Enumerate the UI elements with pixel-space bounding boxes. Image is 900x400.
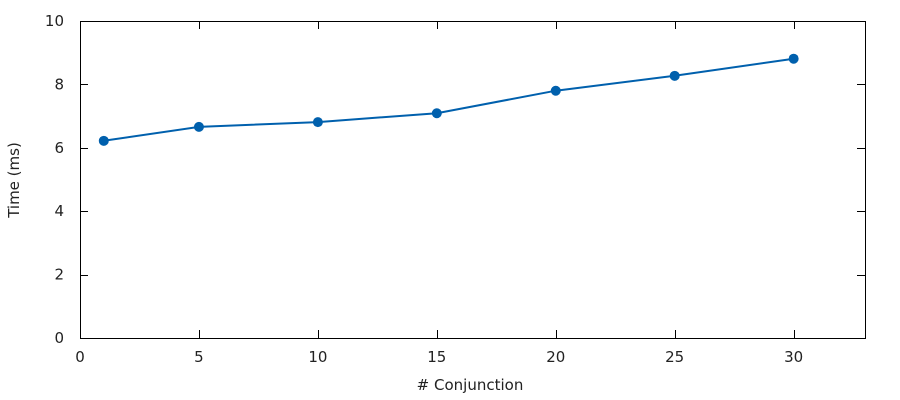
data-point	[550, 85, 561, 96]
series-layer	[98, 53, 799, 146]
y-tick-label: 0	[54, 329, 64, 347]
y-axis-title: Time (ms)	[5, 142, 23, 219]
y-tick-label: 8	[54, 75, 64, 93]
x-tick-label: 20	[546, 348, 565, 366]
x-tick-label: 0	[75, 348, 85, 366]
y-axis: 0 2 4 6 8 10	[45, 12, 865, 347]
data-point	[193, 121, 204, 132]
data-point	[788, 53, 799, 64]
data-point	[669, 70, 680, 81]
y-tick-label: 6	[54, 139, 64, 157]
data-point	[98, 135, 109, 146]
x-tick-label: 30	[784, 348, 803, 366]
y-tick-label: 4	[54, 202, 64, 220]
x-tick-label: 25	[665, 348, 684, 366]
x-tick-label: 5	[194, 348, 204, 366]
series-line	[103, 57, 794, 142]
x-tick-label: 10	[308, 348, 327, 366]
y-tick-label: 2	[54, 266, 64, 284]
y-tick-label: 10	[45, 12, 64, 30]
x-axis: 0 5 10 15 20 25 30	[75, 21, 803, 366]
x-axis-title: # Conjunction	[417, 376, 524, 394]
data-point	[312, 117, 323, 128]
plot-area-frame	[80, 21, 866, 339]
data-point	[431, 108, 442, 119]
x-tick-label: 15	[427, 348, 446, 366]
